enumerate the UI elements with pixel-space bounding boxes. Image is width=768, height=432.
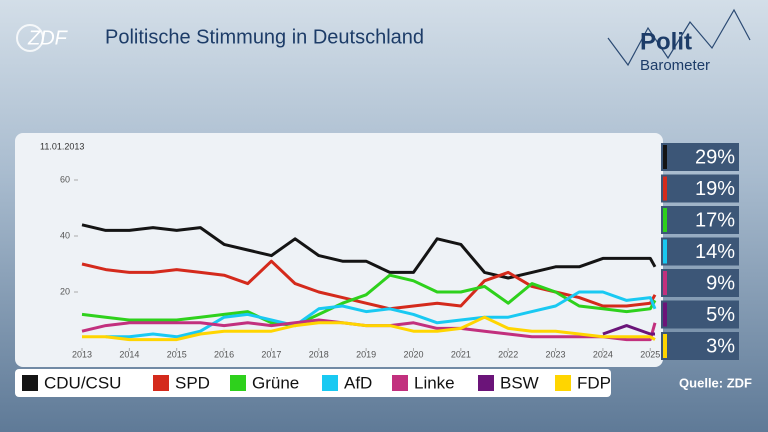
legend-label: BSW	[500, 373, 539, 392]
legend-swatch	[153, 375, 169, 391]
x-tick-label: 2018	[309, 349, 329, 359]
legend-swatch	[322, 375, 338, 391]
latest-box	[661, 143, 739, 171]
latest-stripe	[663, 239, 667, 264]
legend-swatch	[230, 375, 246, 391]
latest-label: 14%	[695, 241, 735, 263]
latest-label: 9%	[706, 272, 735, 294]
latest-stripe	[663, 176, 667, 201]
y-tick-label: 20	[60, 286, 70, 296]
x-tick-label: 2022	[498, 349, 518, 359]
x-tick-label: 2025	[640, 349, 660, 359]
latest-stripe	[663, 334, 667, 358]
series-line	[602, 324, 655, 336]
x-tick-label: 2021	[451, 349, 471, 359]
latest-label: 17%	[695, 209, 735, 231]
x-tick-label: 2015	[167, 349, 187, 359]
x-tick-label: 2024	[593, 349, 613, 359]
latest-stripe	[663, 145, 667, 169]
source: Quelle: ZDF	[679, 375, 752, 390]
series-line	[105, 290, 657, 339]
latest-label: 5%	[706, 304, 735, 326]
latest-label: 29%	[695, 146, 735, 168]
latest-stripe	[663, 302, 667, 327]
start-date: 11.01.2013	[40, 141, 84, 151]
legend-swatch	[555, 375, 571, 391]
latest-label: 3%	[706, 335, 735, 357]
x-tick-label: 2013	[72, 349, 92, 359]
legend-label: FDP	[577, 373, 611, 392]
brand-line1: Polit	[640, 28, 692, 55]
legend-label: SPD	[175, 373, 210, 392]
brand-decoration	[607, 8, 751, 67]
plot-panel	[15, 133, 663, 367]
x-tick-label: 2019	[356, 349, 376, 359]
x-tick-label: 2023	[546, 349, 566, 359]
latest-stripe	[663, 271, 667, 295]
legend-label: AfD	[344, 373, 372, 392]
x-tick-label: 2014	[119, 349, 139, 359]
x-tick-label: 2016	[214, 349, 234, 359]
legend-swatch	[478, 375, 494, 391]
legend-label: Linke	[414, 373, 455, 392]
legend-label: Grüne	[252, 373, 299, 392]
latest-box	[661, 237, 739, 266]
latest-box	[661, 174, 739, 203]
y-tick-label: 60	[60, 174, 70, 184]
latest-box	[661, 300, 739, 329]
latest-stripe	[663, 208, 667, 232]
brand-line2: Barometer	[640, 57, 710, 74]
legend-label: CDU/CSU	[44, 373, 121, 392]
logo-ring	[16, 24, 44, 52]
latest-box	[661, 332, 739, 360]
latest-box	[661, 206, 739, 234]
logo: ZDF	[27, 27, 69, 49]
series-line	[81, 259, 657, 311]
y-tick-label: 40	[60, 230, 70, 240]
legend-swatch	[392, 375, 408, 391]
latest-label: 19%	[695, 178, 735, 200]
series-line	[81, 273, 657, 328]
x-tick-label: 2020	[403, 349, 423, 359]
series-line	[82, 315, 656, 342]
chart-title: Politische Stimmung in Deutschland	[105, 26, 424, 48]
latest-box	[661, 269, 739, 297]
x-tick-label: 2017	[261, 349, 281, 359]
series-line	[81, 223, 657, 280]
legend-swatch	[22, 375, 38, 391]
